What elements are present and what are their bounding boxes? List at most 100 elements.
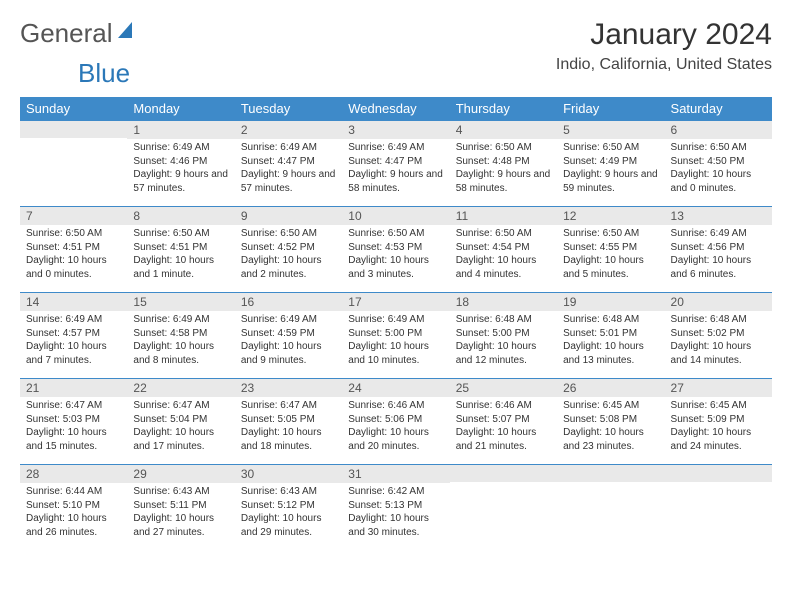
calendar-day-cell: 22Sunrise: 6:47 AMSunset: 5:04 PMDayligh… xyxy=(127,378,234,464)
sunrise-line: Sunrise: 6:48 AM xyxy=(456,313,551,327)
weekday-header: Saturday xyxy=(665,97,772,120)
daylight-line: Daylight: 10 hours and 2 minutes. xyxy=(241,254,336,281)
day-body: Sunrise: 6:46 AMSunset: 5:07 PMDaylight:… xyxy=(450,397,557,455)
sunset-line: Sunset: 4:54 PM xyxy=(456,241,551,255)
calendar-day-cell: 20Sunrise: 6:48 AMSunset: 5:02 PMDayligh… xyxy=(665,292,772,378)
sunrise-line: Sunrise: 6:47 AM xyxy=(26,399,121,413)
sunrise-line: Sunrise: 6:49 AM xyxy=(671,227,766,241)
day-body: Sunrise: 6:43 AMSunset: 5:11 PMDaylight:… xyxy=(127,483,234,541)
day-number: 15 xyxy=(127,292,234,311)
day-body: Sunrise: 6:48 AMSunset: 5:01 PMDaylight:… xyxy=(557,311,664,369)
day-number: 4 xyxy=(450,120,557,139)
sunrise-line: Sunrise: 6:45 AM xyxy=(671,399,766,413)
sunset-line: Sunset: 4:50 PM xyxy=(671,155,766,169)
sunrise-line: Sunrise: 6:43 AM xyxy=(133,485,228,499)
sunset-line: Sunset: 5:05 PM xyxy=(241,413,336,427)
title-block: January 2024 Indio, California, United S… xyxy=(556,18,772,74)
calendar-day-cell: 19Sunrise: 6:48 AMSunset: 5:01 PMDayligh… xyxy=(557,292,664,378)
sunset-line: Sunset: 5:00 PM xyxy=(348,327,443,341)
day-number: 8 xyxy=(127,206,234,225)
calendar-day-cell: 15Sunrise: 6:49 AMSunset: 4:58 PMDayligh… xyxy=(127,292,234,378)
calendar-day-cell: 30Sunrise: 6:43 AMSunset: 5:12 PMDayligh… xyxy=(235,464,342,550)
day-number: 16 xyxy=(235,292,342,311)
day-body: Sunrise: 6:43 AMSunset: 5:12 PMDaylight:… xyxy=(235,483,342,541)
sunrise-line: Sunrise: 6:50 AM xyxy=(348,227,443,241)
daylight-line: Daylight: 10 hours and 1 minute. xyxy=(133,254,228,281)
daylight-line: Daylight: 9 hours and 57 minutes. xyxy=(133,168,228,195)
day-body: Sunrise: 6:50 AMSunset: 4:50 PMDaylight:… xyxy=(665,139,772,197)
calendar-week-row: 21Sunrise: 6:47 AMSunset: 5:03 PMDayligh… xyxy=(20,378,772,464)
sunset-line: Sunset: 5:09 PM xyxy=(671,413,766,427)
daylight-line: Daylight: 10 hours and 26 minutes. xyxy=(26,512,121,539)
sunset-line: Sunset: 5:10 PM xyxy=(26,499,121,513)
sunset-line: Sunset: 5:04 PM xyxy=(133,413,228,427)
day-body: Sunrise: 6:49 AMSunset: 4:56 PMDaylight:… xyxy=(665,225,772,283)
calendar-day-cell: 9Sunrise: 6:50 AMSunset: 4:52 PMDaylight… xyxy=(235,206,342,292)
sunset-line: Sunset: 4:53 PM xyxy=(348,241,443,255)
day-number: 5 xyxy=(557,120,664,139)
day-body: Sunrise: 6:47 AMSunset: 5:03 PMDaylight:… xyxy=(20,397,127,455)
day-number: 22 xyxy=(127,378,234,397)
sunset-line: Sunset: 4:55 PM xyxy=(563,241,658,255)
day-number: 21 xyxy=(20,378,127,397)
daylight-line: Daylight: 10 hours and 23 minutes. xyxy=(563,426,658,453)
day-number: 9 xyxy=(235,206,342,225)
daylight-line: Daylight: 9 hours and 59 minutes. xyxy=(563,168,658,195)
calendar-day-cell: 5Sunrise: 6:50 AMSunset: 4:49 PMDaylight… xyxy=(557,120,664,206)
calendar-day-cell: 11Sunrise: 6:50 AMSunset: 4:54 PMDayligh… xyxy=(450,206,557,292)
sunrise-line: Sunrise: 6:45 AM xyxy=(563,399,658,413)
day-body: Sunrise: 6:50 AMSunset: 4:51 PMDaylight:… xyxy=(127,225,234,283)
day-body: Sunrise: 6:49 AMSunset: 4:59 PMDaylight:… xyxy=(235,311,342,369)
calendar-week-row: 14Sunrise: 6:49 AMSunset: 4:57 PMDayligh… xyxy=(20,292,772,378)
daylight-line: Daylight: 10 hours and 10 minutes. xyxy=(348,340,443,367)
location: Indio, California, United States xyxy=(556,56,772,74)
day-number: 26 xyxy=(557,378,664,397)
sunset-line: Sunset: 4:48 PM xyxy=(456,155,551,169)
calendar-day-cell: 31Sunrise: 6:42 AMSunset: 5:13 PMDayligh… xyxy=(342,464,449,550)
calendar-table: Sunday Monday Tuesday Wednesday Thursday… xyxy=(20,97,772,550)
sunrise-line: Sunrise: 6:47 AM xyxy=(241,399,336,413)
weekday-header: Monday xyxy=(127,97,234,120)
day-number: 1 xyxy=(127,120,234,139)
sunrise-line: Sunrise: 6:50 AM xyxy=(456,227,551,241)
calendar-day-cell: 14Sunrise: 6:49 AMSunset: 4:57 PMDayligh… xyxy=(20,292,127,378)
sunrise-line: Sunrise: 6:50 AM xyxy=(26,227,121,241)
daylight-line: Daylight: 10 hours and 0 minutes. xyxy=(26,254,121,281)
sunset-line: Sunset: 4:56 PM xyxy=(671,241,766,255)
sunset-line: Sunset: 4:51 PM xyxy=(133,241,228,255)
calendar-day-cell: 27Sunrise: 6:45 AMSunset: 5:09 PMDayligh… xyxy=(665,378,772,464)
daylight-line: Daylight: 10 hours and 0 minutes. xyxy=(671,168,766,195)
calendar-week-row: 28Sunrise: 6:44 AMSunset: 5:10 PMDayligh… xyxy=(20,464,772,550)
calendar-day-cell: 17Sunrise: 6:49 AMSunset: 5:00 PMDayligh… xyxy=(342,292,449,378)
weekday-header: Sunday xyxy=(20,97,127,120)
day-body: Sunrise: 6:49 AMSunset: 4:57 PMDaylight:… xyxy=(20,311,127,369)
daylight-line: Daylight: 10 hours and 30 minutes. xyxy=(348,512,443,539)
sunset-line: Sunset: 4:47 PM xyxy=(348,155,443,169)
sunrise-line: Sunrise: 6:47 AM xyxy=(133,399,228,413)
calendar-day-cell xyxy=(20,120,127,206)
daylight-line: Daylight: 10 hours and 21 minutes. xyxy=(456,426,551,453)
blank-day-header xyxy=(557,464,664,482)
calendar-day-cell: 24Sunrise: 6:46 AMSunset: 5:06 PMDayligh… xyxy=(342,378,449,464)
day-number: 28 xyxy=(20,464,127,483)
calendar-week-row: 1Sunrise: 6:49 AMSunset: 4:46 PMDaylight… xyxy=(20,120,772,206)
daylight-line: Daylight: 10 hours and 27 minutes. xyxy=(133,512,228,539)
daylight-line: Daylight: 10 hours and 5 minutes. xyxy=(563,254,658,281)
sunrise-line: Sunrise: 6:46 AM xyxy=(456,399,551,413)
calendar-day-cell: 25Sunrise: 6:46 AMSunset: 5:07 PMDayligh… xyxy=(450,378,557,464)
weekday-header-row: Sunday Monday Tuesday Wednesday Thursday… xyxy=(20,97,772,120)
day-number: 6 xyxy=(665,120,772,139)
day-number: 27 xyxy=(665,378,772,397)
day-body: Sunrise: 6:49 AMSunset: 4:47 PMDaylight:… xyxy=(342,139,449,197)
sunrise-line: Sunrise: 6:46 AM xyxy=(348,399,443,413)
blank-day-header xyxy=(665,464,772,482)
daylight-line: Daylight: 10 hours and 8 minutes. xyxy=(133,340,228,367)
day-number: 18 xyxy=(450,292,557,311)
calendar-day-cell: 12Sunrise: 6:50 AMSunset: 4:55 PMDayligh… xyxy=(557,206,664,292)
sunset-line: Sunset: 4:49 PM xyxy=(563,155,658,169)
sunset-line: Sunset: 5:00 PM xyxy=(456,327,551,341)
daylight-line: Daylight: 10 hours and 13 minutes. xyxy=(563,340,658,367)
sunrise-line: Sunrise: 6:50 AM xyxy=(456,141,551,155)
weekday-header: Tuesday xyxy=(235,97,342,120)
day-number: 7 xyxy=(20,206,127,225)
